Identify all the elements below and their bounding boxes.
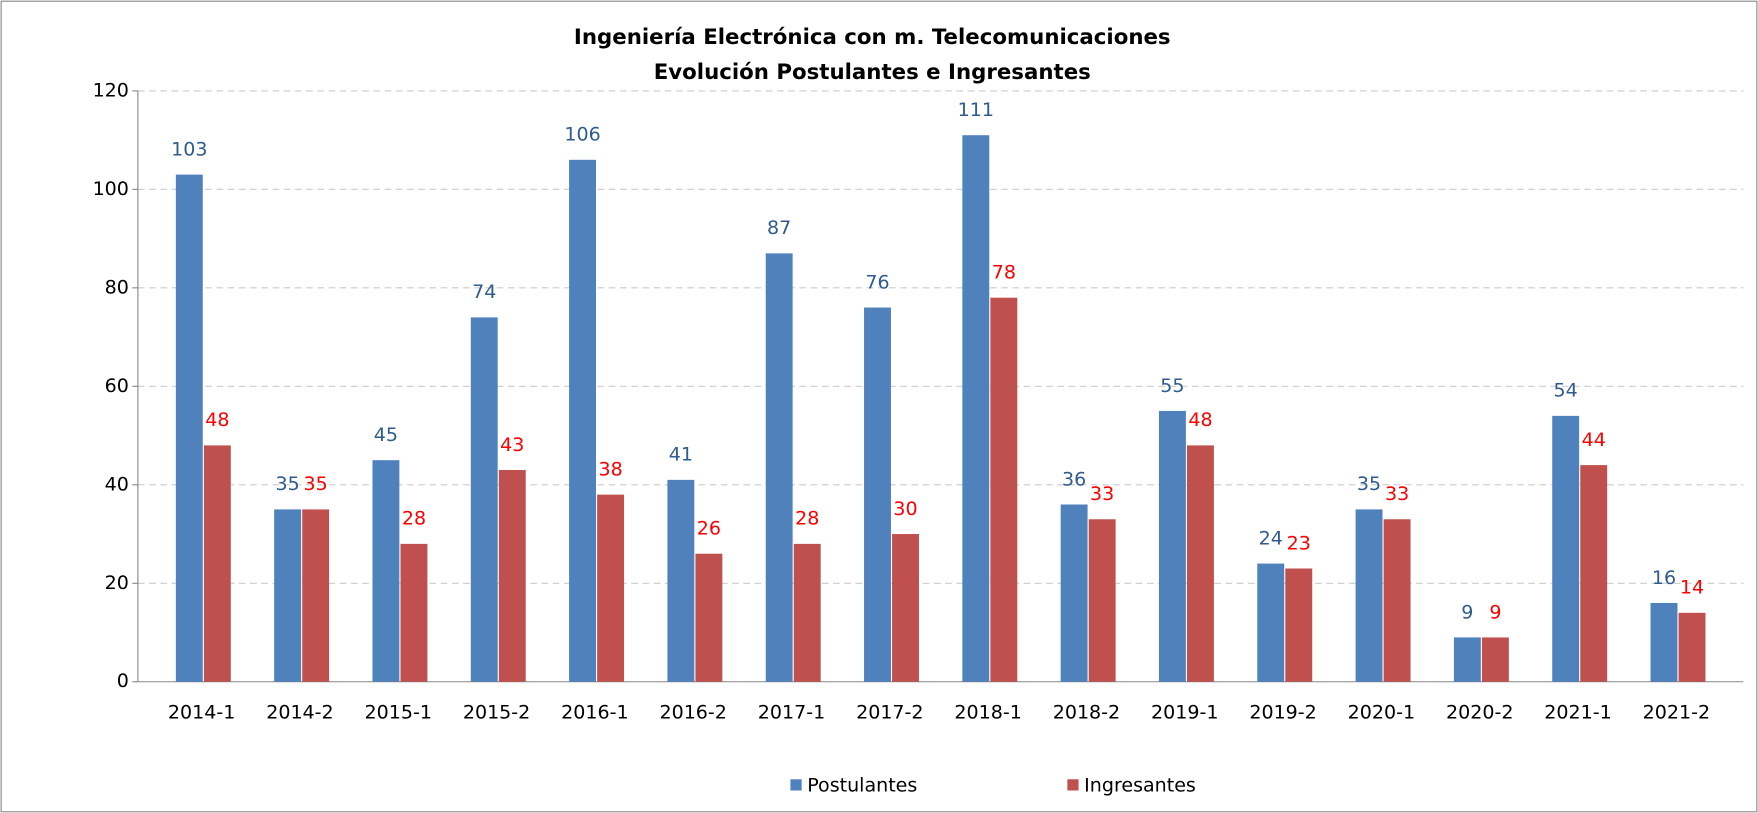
- bar: [1285, 568, 1313, 682]
- data-label: 41: [669, 444, 693, 466]
- data-label: 23: [1287, 532, 1311, 554]
- x-tick-label: 2016-1: [561, 702, 628, 724]
- x-tick-label: 2016-2: [659, 702, 726, 724]
- data-label: 76: [865, 271, 889, 293]
- data-label: 33: [1090, 483, 1114, 505]
- data-label: 9: [1461, 601, 1473, 623]
- legend-swatch: [1067, 779, 1079, 791]
- data-label: 55: [1160, 375, 1184, 397]
- bar: [793, 543, 821, 682]
- y-tick-label: 120: [93, 79, 129, 101]
- data-label: 9: [1489, 601, 1501, 623]
- data-label: 54: [1554, 380, 1578, 402]
- bar: [274, 509, 302, 682]
- chart-subtitle: Evolución Postulantes e Ingresantes: [654, 60, 1091, 85]
- data-label: 111: [958, 99, 994, 121]
- data-label: 78: [992, 262, 1016, 284]
- data-label: 38: [598, 458, 622, 480]
- bar: [1481, 637, 1509, 682]
- bar: [400, 543, 428, 682]
- data-label: 103: [171, 138, 207, 160]
- bar: [569, 159, 597, 682]
- bar: [695, 553, 723, 682]
- bar: [765, 253, 793, 682]
- x-tick-label: 2015-1: [365, 702, 432, 724]
- bar: [1187, 445, 1214, 682]
- bar: [892, 534, 919, 682]
- bar: [597, 494, 625, 682]
- x-tick-label: 2015-2: [463, 702, 530, 724]
- bar: [302, 509, 330, 682]
- data-label: 28: [402, 508, 426, 530]
- data-label: 35: [275, 473, 299, 495]
- bar: [1158, 410, 1186, 682]
- bar: [1552, 415, 1580, 682]
- bar: [1355, 509, 1383, 682]
- bar: [1650, 602, 1678, 682]
- bar: [1257, 563, 1285, 682]
- y-tick-label: 40: [105, 473, 129, 495]
- x-tick-label: 2021-2: [1643, 702, 1710, 724]
- data-label: 106: [564, 124, 600, 146]
- y-tick-label: 80: [105, 276, 129, 298]
- y-tick-label: 0: [117, 670, 129, 692]
- bar: [864, 307, 891, 682]
- bar: [1453, 637, 1481, 682]
- data-label: 74: [472, 281, 496, 303]
- data-label: 45: [374, 424, 398, 446]
- bar: [962, 135, 990, 682]
- x-tick-label: 2020-2: [1446, 702, 1513, 724]
- data-label: 43: [500, 434, 524, 456]
- data-label: 36: [1062, 468, 1086, 490]
- data-label: 26: [697, 518, 721, 540]
- x-tick-label: 2018-2: [1053, 702, 1120, 724]
- y-tick-label: 60: [105, 375, 129, 397]
- legend-label: Postulantes: [807, 775, 917, 797]
- x-tick-label: 2019-2: [1249, 702, 1316, 724]
- data-label: 35: [1357, 473, 1381, 495]
- data-label: 87: [767, 217, 791, 239]
- data-label: 48: [205, 409, 229, 431]
- bar: [1060, 504, 1088, 682]
- x-tick-label: 2014-2: [266, 702, 333, 724]
- bar: [990, 297, 1018, 682]
- bar: [1678, 612, 1706, 682]
- bar: [1088, 519, 1116, 682]
- x-tick-label: 2014-1: [168, 702, 235, 724]
- x-tick-label: 2017-1: [758, 702, 825, 724]
- x-tick-label: 2021-1: [1544, 702, 1611, 724]
- legend-swatch: [790, 779, 802, 791]
- data-label: 33: [1385, 483, 1409, 505]
- x-tick-label: 2019-1: [1151, 702, 1218, 724]
- bar: [667, 479, 695, 682]
- y-tick-label: 100: [93, 178, 129, 200]
- data-label: 28: [795, 508, 819, 530]
- x-tick-label: 2017-2: [856, 702, 923, 724]
- bar: [470, 317, 498, 682]
- data-label: 16: [1652, 567, 1676, 589]
- data-label: 24: [1259, 527, 1283, 549]
- bar: [1383, 519, 1411, 682]
- data-label: 44: [1582, 429, 1606, 451]
- bar: [372, 460, 400, 682]
- data-label: 48: [1188, 409, 1212, 431]
- x-tick-label: 2020-1: [1348, 702, 1415, 724]
- data-label: 14: [1680, 577, 1704, 599]
- chart-title: Ingeniería Electrónica con m. Telecomuni…: [574, 25, 1171, 50]
- bar: [1580, 465, 1608, 682]
- x-tick-label: 2018-1: [954, 702, 1021, 724]
- data-label: 35: [304, 473, 328, 495]
- data-label: 30: [893, 498, 917, 520]
- bar: [203, 445, 231, 682]
- bar: [498, 470, 526, 682]
- y-tick-label: 20: [105, 572, 129, 594]
- legend-label: Ingresantes: [1084, 775, 1196, 797]
- bar: [175, 174, 203, 682]
